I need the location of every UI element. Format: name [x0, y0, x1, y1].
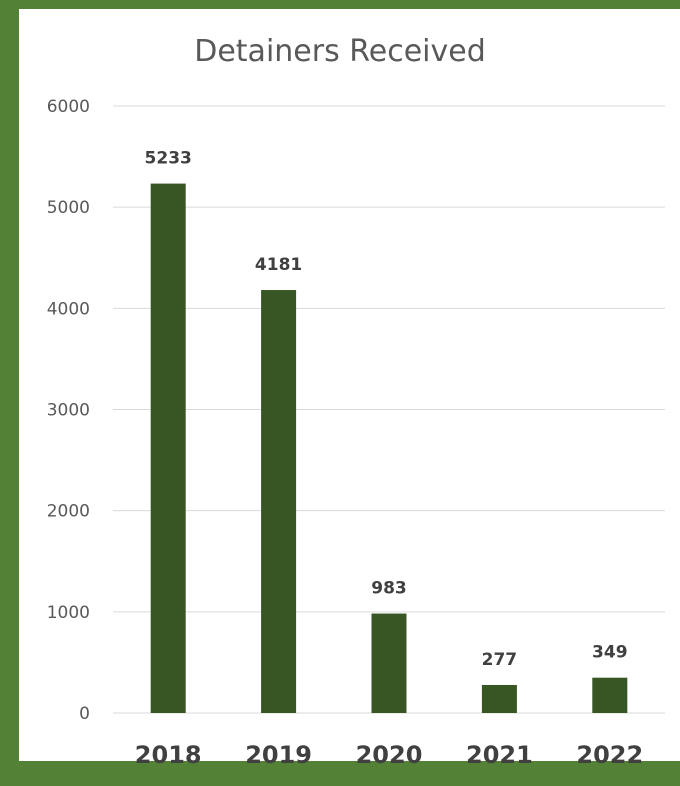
y-tick-label-3000: 3000: [47, 401, 90, 421]
bar-2018: [150, 183, 186, 713]
chart-panel: [19, 9, 680, 761]
bar-2020: [371, 613, 407, 713]
bar-2022: [592, 677, 628, 713]
x-tick-label-2019: 2019: [245, 741, 312, 769]
x-tick-label-2021: 2021: [466, 741, 533, 769]
bar-2021: [481, 684, 517, 713]
data-label-2022: 349: [592, 643, 628, 663]
y-tick-label-6000: 6000: [47, 97, 90, 117]
data-label-2019: 4181: [255, 255, 302, 275]
data-label-2020: 983: [371, 579, 407, 599]
data-label-2018: 5233: [145, 149, 192, 169]
bar-2019: [261, 290, 297, 713]
x-tick-label-2018: 2018: [135, 741, 202, 769]
y-tick-label-4000: 4000: [47, 299, 90, 319]
x-tick-label-2022: 2022: [576, 741, 643, 769]
chart-title: Detainers Received: [194, 34, 486, 69]
y-tick-label-0: 0: [79, 704, 90, 724]
x-tick-label-2020: 2020: [356, 741, 423, 769]
y-tick-label-5000: 5000: [47, 198, 90, 218]
y-tick-label-2000: 2000: [47, 502, 90, 522]
y-tick-label-1000: 1000: [47, 603, 90, 623]
data-label-2021: 277: [482, 650, 518, 670]
